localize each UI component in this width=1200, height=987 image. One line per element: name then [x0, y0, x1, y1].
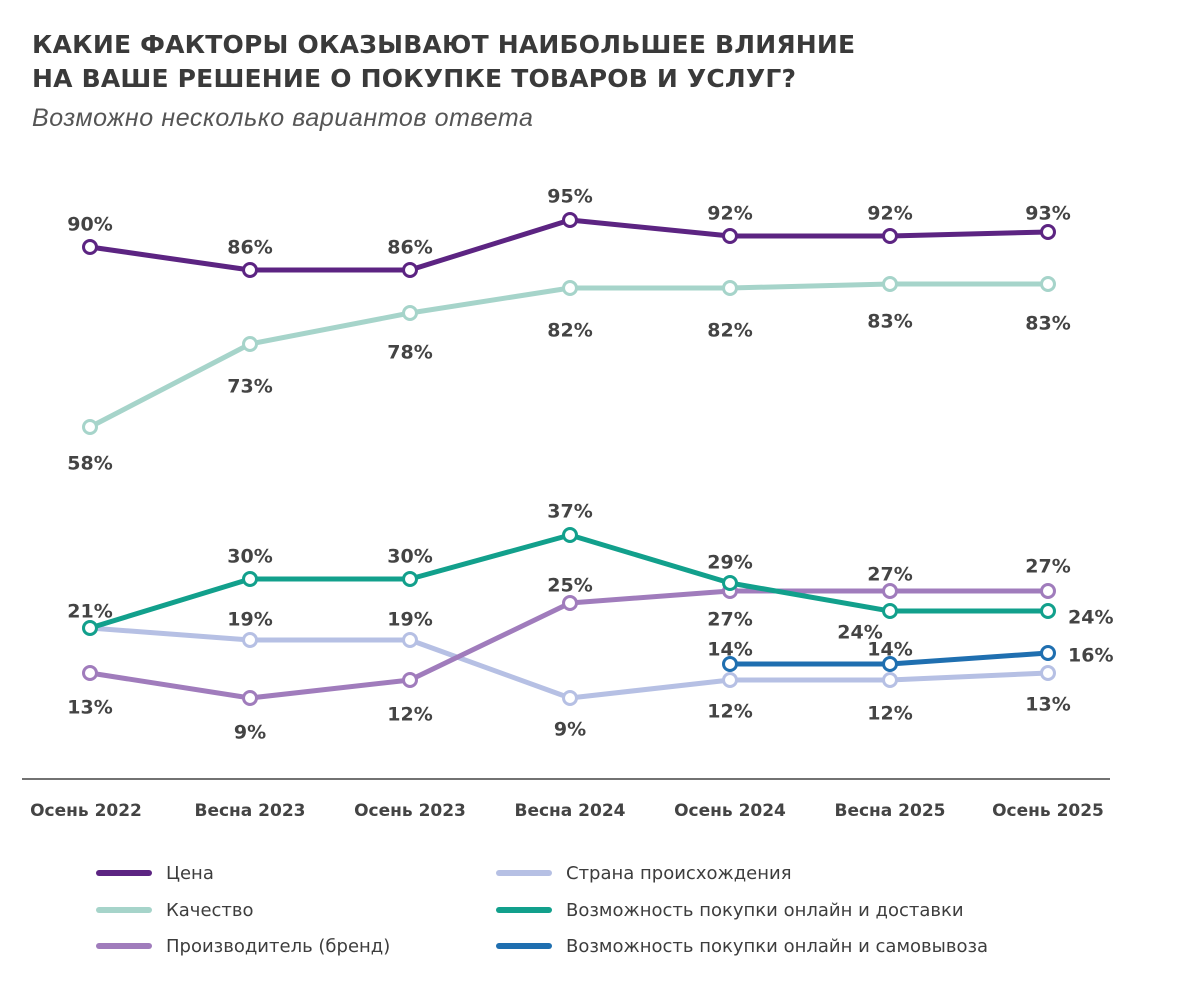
data-point-s1-2 [242, 262, 258, 278]
data-point-s1-5 [722, 228, 738, 244]
data-point-s2-5 [722, 280, 738, 296]
data-label-s3-3: 12% [387, 704, 432, 726]
data-label-s5-5: 29% [707, 552, 752, 574]
data-label-s3-7: 27% [1025, 556, 1070, 578]
data-point-s3-4 [562, 595, 578, 611]
data-label-s3-4: 25% [547, 575, 592, 597]
data-point-s1-7 [1040, 224, 1056, 240]
data-label-s5-2: 30% [227, 546, 272, 568]
data-label-s3-6: 27% [867, 564, 912, 586]
data-point-s4-5 [722, 672, 738, 688]
data-point-s2-2 [242, 336, 258, 352]
data-label-s6-5: 14% [707, 639, 752, 661]
data-point-s3-3 [402, 672, 418, 688]
data-point-s2-3 [402, 305, 418, 321]
data-point-s5-6 [882, 603, 898, 619]
data-point-s2-4 [562, 280, 578, 296]
data-label-s4-4: 9% [554, 719, 586, 741]
data-label-s2-1: 58% [67, 453, 112, 475]
data-point-s1-4 [562, 212, 578, 228]
data-point-s1-1 [82, 239, 98, 255]
data-label-s1-2: 86% [227, 237, 272, 259]
series-3 [82, 583, 1056, 706]
x-tick-label-3: Осень 2023 [354, 801, 466, 821]
x-tick-label-5: Осень 2024 [674, 801, 786, 821]
x-tick-label-4: Весна 2024 [514, 801, 625, 821]
data-label-s3-5: 27% [707, 609, 752, 631]
data-label-s1-7: 93% [1025, 203, 1070, 225]
x-tick-label-2: Весна 2023 [194, 801, 305, 821]
data-point-s5-3 [402, 571, 418, 587]
data-point-s4-6 [882, 672, 898, 688]
data-label-s4-3: 19% [387, 609, 432, 631]
data-point-s6-6 [882, 656, 898, 672]
data-point-s4-3 [402, 632, 418, 648]
data-point-s4-2 [242, 632, 258, 648]
data-label-s2-7: 83% [1025, 313, 1070, 335]
series-6 [722, 645, 1056, 672]
data-point-s5-5 [722, 575, 738, 591]
series-2 [82, 276, 1056, 435]
series-4 [82, 620, 1056, 706]
data-label-s1-3: 86% [387, 237, 432, 259]
chart-title-line-1: КАКИЕ ФАКТОРЫ ОКАЗЫВАЮТ НАИБОЛЬШЕЕ ВЛИЯН… [32, 30, 856, 59]
data-label-s4-6: 12% [867, 703, 912, 725]
data-point-s2-7 [1040, 276, 1056, 292]
data-label-s2-4: 82% [547, 320, 592, 342]
data-label-s6-6: 14% [867, 639, 912, 661]
data-label-s1-1: 90% [67, 214, 112, 236]
x-axis-labels: Осень 2022 Весна 2023 Осень 2023 Весна 2024… [30, 801, 1104, 821]
data-point-s3-7 [1040, 583, 1056, 599]
data-label-s2-6: 83% [867, 311, 912, 333]
data-label-s4-1: 21% [67, 601, 112, 623]
data-label-s4-2: 19% [227, 609, 272, 631]
data-label-s3-2: 9% [234, 722, 266, 744]
series-layer [82, 212, 1056, 706]
data-label-s5-6: 24% [837, 622, 882, 644]
chart-title: КАКИЕ ФАКТОРЫ ОКАЗЫВАЮТ НАИБОЛЬШЕЕ ВЛИЯН… [32, 28, 855, 96]
data-point-s4-7 [1040, 665, 1056, 681]
data-point-s2-6 [882, 276, 898, 292]
data-point-s4-4 [562, 690, 578, 706]
data-label-s4-5: 12% [707, 701, 752, 723]
data-labels-layer: 58% 73% 78% 82% 82% 83% 83% 90% 86% 86% 95% 92% 92% 9… [67, 186, 1113, 744]
chart-subtitle: Возможно несколько вариантов ответа [32, 104, 534, 132]
x-tick-label-7: Осень 2025 [992, 801, 1104, 821]
data-point-s3-6 [882, 583, 898, 599]
data-point-s6-5 [722, 656, 738, 672]
data-label-s5-4: 37% [547, 501, 592, 523]
data-label-s3-1: 13% [67, 697, 112, 719]
data-point-s1-6 [882, 228, 898, 244]
data-point-s3-1 [82, 665, 98, 681]
data-point-s1-3 [402, 262, 418, 278]
series-line-2 [87, 281, 1051, 430]
data-point-s5-2 [242, 571, 258, 587]
series-1 [82, 212, 1056, 278]
data-label-s1-5: 92% [707, 203, 752, 225]
data-point-s6-7 [1040, 645, 1056, 661]
data-label-s2-3: 78% [387, 342, 432, 364]
data-point-s2-1 [82, 419, 98, 435]
data-label-s1-4: 95% [547, 186, 592, 208]
data-label-s2-2: 73% [227, 376, 272, 398]
x-tick-label-6: Весна 2025 [834, 801, 945, 821]
x-tick-label-1: Осень 2022 [30, 801, 142, 821]
data-label-s2-5: 82% [707, 320, 752, 342]
series-5 [82, 527, 1056, 636]
data-label-s1-6: 92% [867, 203, 912, 225]
data-point-s5-1 [82, 620, 98, 636]
data-label-s4-7: 13% [1025, 694, 1070, 716]
data-label-s6-7: 16% [1068, 645, 1113, 667]
data-label-s5-7: 24% [1068, 607, 1113, 629]
chart-title-line-2: НА ВАШЕ РЕШЕНИЕ О ПОКУПКЕ ТОВАРОВ И УСЛУ… [32, 64, 797, 93]
data-point-s3-2 [242, 690, 258, 706]
data-point-s5-4 [562, 527, 578, 543]
data-point-s5-7 [1040, 603, 1056, 619]
data-label-s5-3: 30% [387, 546, 432, 568]
